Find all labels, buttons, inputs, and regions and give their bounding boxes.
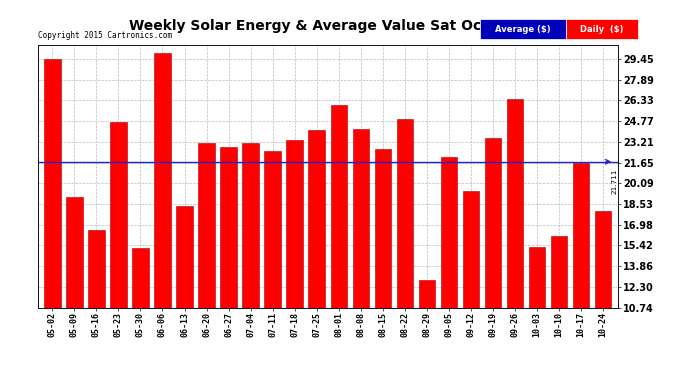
Bar	[463, 191, 480, 375]
Text: Copyright 2015 Cartronics.com: Copyright 2015 Cartronics.com	[38, 31, 172, 40]
Bar	[375, 149, 391, 375]
Bar	[397, 118, 413, 375]
Bar	[220, 147, 237, 375]
Text: 21.711: 21.711	[36, 129, 45, 158]
Bar	[154, 53, 170, 375]
Text: 21.711: 21.711	[611, 168, 618, 194]
Bar	[110, 122, 127, 375]
Bar	[529, 247, 545, 375]
Text: Average ($): Average ($)	[495, 25, 551, 34]
Bar	[198, 143, 215, 375]
Bar	[66, 197, 83, 375]
Bar	[286, 140, 303, 375]
Text: Weekly Solar Energy & Average Value Sat Oct 31 17:23: Weekly Solar Energy & Average Value Sat …	[129, 19, 561, 33]
Text: Daily  ($): Daily ($)	[580, 25, 624, 34]
Bar	[88, 230, 105, 375]
Bar	[308, 130, 325, 375]
Bar	[44, 59, 61, 375]
Bar	[573, 164, 589, 375]
Bar	[353, 129, 369, 375]
Bar	[331, 105, 347, 375]
Bar	[485, 138, 502, 375]
Bar	[507, 99, 523, 375]
Bar	[242, 144, 259, 375]
Bar	[419, 280, 435, 375]
Bar	[551, 236, 567, 375]
Bar	[441, 157, 457, 375]
Bar	[595, 211, 611, 375]
Bar	[132, 248, 148, 375]
Bar	[176, 206, 193, 375]
Bar	[264, 152, 281, 375]
